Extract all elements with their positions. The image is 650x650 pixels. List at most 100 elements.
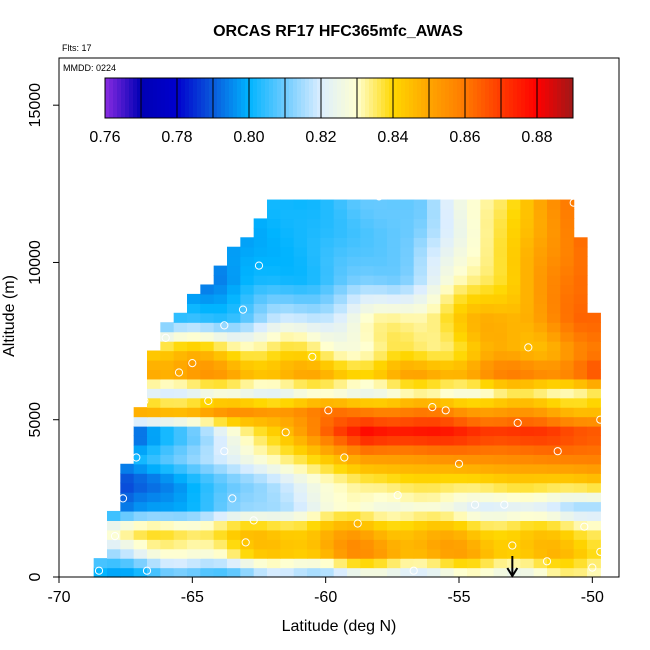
field-cell [320, 558, 335, 569]
field-cell [560, 303, 575, 314]
field-cell [200, 388, 215, 399]
field-cell [533, 501, 548, 512]
field-cell [320, 482, 335, 493]
field-cell [493, 199, 508, 210]
field-cell [400, 341, 415, 352]
field-cell [280, 407, 295, 418]
field-cell [240, 265, 255, 276]
field-cell [560, 388, 575, 399]
field-cell [320, 284, 335, 295]
field-cell [387, 331, 401, 342]
field-cell [480, 444, 495, 455]
field-cell [387, 218, 401, 229]
field-cell [267, 539, 281, 550]
colorbar: 0.76 0.78 0.80 0.82 0.84 0.86 0.88 [89, 77, 574, 146]
field-cell [440, 435, 455, 446]
field-cell [560, 529, 575, 540]
colorbar-swatch [553, 78, 558, 118]
field-cell [467, 218, 481, 229]
field-cell [400, 246, 415, 257]
field-cell [147, 378, 161, 389]
field-cell [360, 492, 375, 503]
field-cell [213, 397, 228, 408]
field-cell [293, 303, 308, 314]
field-cell [467, 501, 481, 512]
field-cell [400, 463, 415, 474]
field-cell [173, 378, 188, 389]
field-cell [267, 416, 281, 427]
field-cell [560, 407, 575, 418]
field-cell [200, 284, 215, 295]
colorbar-swatch [309, 78, 314, 118]
colorbar-swatch [209, 78, 214, 118]
field-cell [440, 303, 455, 314]
field-cell [293, 227, 308, 238]
field-cell [307, 388, 321, 399]
field-cell [373, 293, 388, 304]
field-cell [533, 444, 548, 455]
field-cell [400, 275, 415, 286]
field-cell [413, 407, 428, 418]
field-cell [480, 473, 495, 484]
field-cell [427, 426, 441, 437]
field-cell [160, 501, 175, 512]
field-cell [227, 426, 241, 437]
field-cell [453, 227, 468, 238]
field-cell [347, 463, 361, 474]
field-cell [413, 463, 428, 474]
field-cell [347, 558, 361, 569]
field-cell [307, 246, 321, 257]
field-cell [520, 208, 535, 220]
field-cell [373, 218, 388, 229]
field-cell [507, 510, 521, 521]
colorbar-swatch [189, 78, 194, 118]
field-cell [520, 529, 535, 540]
field-cell [547, 265, 561, 276]
field-cell [573, 435, 588, 446]
field-cell [440, 199, 455, 210]
field-cell [387, 208, 401, 220]
field-cell [400, 397, 415, 408]
field-cell [413, 341, 428, 352]
field-cell [333, 275, 348, 286]
field-cell [253, 454, 268, 465]
field-cell [120, 510, 135, 521]
field-cell [227, 378, 241, 389]
field-cell [107, 548, 121, 559]
field-cell [467, 359, 481, 370]
field-cell [413, 350, 428, 361]
field-cell [453, 331, 468, 342]
field-cell [333, 567, 348, 578]
colorbar-swatch [353, 78, 358, 118]
field-cell [347, 388, 361, 399]
field-cell [453, 444, 468, 455]
field-cell [227, 510, 241, 521]
colorbar-swatch [345, 78, 350, 118]
field-cell [307, 558, 321, 569]
field-cell [427, 416, 441, 427]
field-cell [307, 275, 321, 286]
field-cell [587, 501, 601, 512]
colorbar-swatch [297, 78, 302, 118]
field-cell [387, 473, 401, 484]
field-cell [333, 246, 348, 257]
field-cell [120, 539, 135, 550]
field-cell [573, 492, 588, 503]
field-cell [507, 548, 521, 559]
field-cell [253, 501, 268, 512]
field-cell [307, 199, 321, 210]
field-cell [587, 359, 601, 370]
field-cell [293, 463, 308, 474]
field-cell [520, 407, 535, 418]
field-cell [587, 426, 601, 437]
colorbar-swatch [569, 78, 574, 118]
field-cell [413, 388, 428, 399]
sample-point [142, 566, 152, 575]
field-cell [173, 416, 188, 427]
field-cell [240, 558, 255, 569]
field-cell [187, 303, 201, 314]
field-cell [507, 369, 521, 380]
field-cell [240, 529, 255, 540]
field-cell [573, 369, 588, 380]
field-cell [507, 558, 521, 569]
